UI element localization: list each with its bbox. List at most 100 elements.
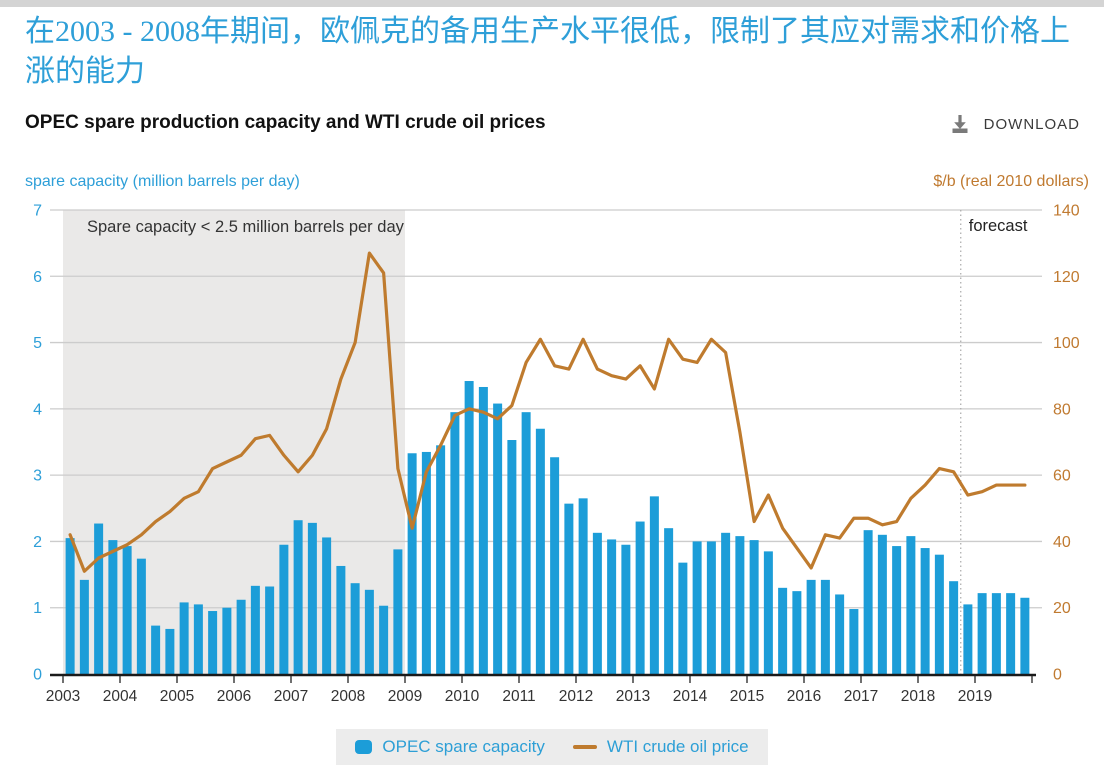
spare-capacity-bar[interactable] xyxy=(193,604,203,674)
spare-capacity-bar[interactable] xyxy=(863,530,873,674)
right-axis-title: $/b (real 2010 dollars) xyxy=(933,173,1089,190)
spare-capacity-bar[interactable] xyxy=(421,451,431,674)
spare-capacity-bar[interactable] xyxy=(450,412,460,674)
spare-capacity-bar[interactable] xyxy=(934,554,944,674)
spare-capacity-bar[interactable] xyxy=(649,496,659,674)
spare-capacity-bar[interactable] xyxy=(977,593,987,674)
y-tick-label-left: 0 xyxy=(33,667,42,684)
spare-capacity-bar[interactable] xyxy=(136,558,146,674)
spare-capacity-bar[interactable] xyxy=(79,579,89,674)
spare-capacity-bar[interactable] xyxy=(1006,593,1016,674)
spare-capacity-bar[interactable] xyxy=(749,540,759,674)
spare-capacity-bar[interactable] xyxy=(122,546,132,674)
spare-capacity-bar[interactable] xyxy=(322,537,332,674)
spare-capacity-bar[interactable] xyxy=(778,587,788,674)
y-tick-label-left: 5 xyxy=(33,335,42,352)
spare-capacity-bar[interactable] xyxy=(877,534,887,674)
spare-capacity-bar[interactable] xyxy=(906,536,916,674)
y-tick-label-left: 7 xyxy=(33,203,42,220)
spare-capacity-bar[interactable] xyxy=(892,546,902,674)
spare-capacity-bar[interactable] xyxy=(521,412,531,674)
spare-capacity-bar[interactable] xyxy=(279,544,289,674)
y-tick-label-left: 3 xyxy=(33,468,42,485)
legend-item-spare-capacity[interactable]: OPEC spare capacity xyxy=(355,737,545,757)
legend: OPEC spare capacity WTI crude oil price xyxy=(0,729,1104,765)
y-tick-label-left: 1 xyxy=(33,600,42,617)
x-tick-label: 2003 xyxy=(46,688,80,705)
y-tick-label-right: 140 xyxy=(1053,203,1080,220)
spare-capacity-bar[interactable] xyxy=(108,540,118,674)
spare-capacity-bar[interactable] xyxy=(920,548,930,674)
spare-capacity-bar[interactable] xyxy=(621,544,631,674)
left-axis-title: spare capacity (million barrels per day) xyxy=(25,173,300,190)
spare-capacity-bar[interactable] xyxy=(721,532,731,674)
spare-capacity-bar[interactable] xyxy=(607,539,617,674)
x-tick-label: 2016 xyxy=(787,688,821,705)
spare-capacity-bar[interactable] xyxy=(94,523,104,674)
spare-capacity-bar[interactable] xyxy=(763,551,773,674)
spare-capacity-bar[interactable] xyxy=(293,520,303,674)
spare-capacity-bar[interactable] xyxy=(564,503,574,674)
spare-capacity-bar[interactable] xyxy=(592,532,602,674)
x-tick-label: 2008 xyxy=(331,688,365,705)
spare-capacity-bar[interactable] xyxy=(678,562,688,674)
spare-capacity-bar[interactable] xyxy=(635,521,645,674)
legend-label: WTI crude oil price xyxy=(606,737,749,756)
spare-capacity-bar[interactable] xyxy=(806,579,816,674)
shade-region xyxy=(63,210,405,674)
x-tick-label: 2013 xyxy=(616,688,650,705)
spare-capacity-bar[interactable] xyxy=(706,541,716,674)
spare-capacity-bar[interactable] xyxy=(236,599,246,674)
x-tick-label: 2007 xyxy=(274,688,308,705)
line-swatch-icon xyxy=(572,745,597,749)
y-tick-label-right: 100 xyxy=(1053,335,1080,352)
x-tick-label: 2006 xyxy=(217,688,251,705)
spare-capacity-bar[interactable] xyxy=(208,611,218,674)
spare-capacity-bar[interactable] xyxy=(849,609,859,674)
spare-capacity-bar[interactable] xyxy=(835,594,845,674)
spare-capacity-bar[interactable] xyxy=(379,605,389,674)
spare-capacity-bar[interactable] xyxy=(393,549,403,674)
spare-capacity-bar[interactable] xyxy=(165,628,175,674)
spare-capacity-bar[interactable] xyxy=(464,381,474,674)
y-tick-label-left: 4 xyxy=(33,401,42,418)
x-tick-label: 2015 xyxy=(730,688,764,705)
spare-capacity-bar[interactable] xyxy=(307,522,317,674)
spare-capacity-bar[interactable] xyxy=(949,581,959,674)
spare-capacity-bar[interactable] xyxy=(664,528,674,674)
spare-capacity-bar[interactable] xyxy=(478,386,488,674)
spare-capacity-bar[interactable] xyxy=(493,403,503,674)
chart-title: OPEC spare production capacity and WTI c… xyxy=(25,112,546,133)
spare-capacity-bar[interactable] xyxy=(407,453,417,674)
download-icon xyxy=(952,115,968,133)
spare-capacity-bar[interactable] xyxy=(265,586,275,674)
spare-capacity-bar[interactable] xyxy=(151,625,161,674)
x-tick-label: 2005 xyxy=(160,688,194,705)
spare-capacity-bar[interactable] xyxy=(1020,597,1030,674)
spare-capacity-bar[interactable] xyxy=(507,440,517,674)
spare-capacity-bar[interactable] xyxy=(792,591,802,674)
spare-capacity-bar[interactable] xyxy=(550,457,560,674)
spare-capacity-bar[interactable] xyxy=(65,538,75,674)
download-button[interactable]: DOWNLOAD xyxy=(949,113,1080,135)
spare-capacity-bar[interactable] xyxy=(535,428,545,674)
x-tick-label: 2009 xyxy=(388,688,422,705)
spare-capacity-bar[interactable] xyxy=(820,579,830,674)
spare-capacity-bar[interactable] xyxy=(735,536,745,674)
spare-capacity-bar[interactable] xyxy=(336,565,346,674)
spare-capacity-bar[interactable] xyxy=(963,604,973,674)
spare-capacity-bar[interactable] xyxy=(250,585,260,674)
spare-capacity-bar[interactable] xyxy=(179,602,189,674)
spare-capacity-bar[interactable] xyxy=(364,589,374,674)
spare-capacity-bar[interactable] xyxy=(350,583,360,674)
legend-box: OPEC spare capacity WTI crude oil price xyxy=(336,729,768,765)
spare-capacity-bar[interactable] xyxy=(692,541,702,674)
spare-capacity-bar[interactable] xyxy=(578,498,588,674)
spare-capacity-bar[interactable] xyxy=(991,593,1001,674)
wti-price-line[interactable] xyxy=(68,251,1027,573)
x-tick-label: 2014 xyxy=(673,688,708,705)
spare-capacity-bar[interactable] xyxy=(436,445,446,674)
legend-item-wti-price[interactable]: WTI crude oil price xyxy=(572,737,749,757)
spare-capacity-bar[interactable] xyxy=(222,607,232,674)
